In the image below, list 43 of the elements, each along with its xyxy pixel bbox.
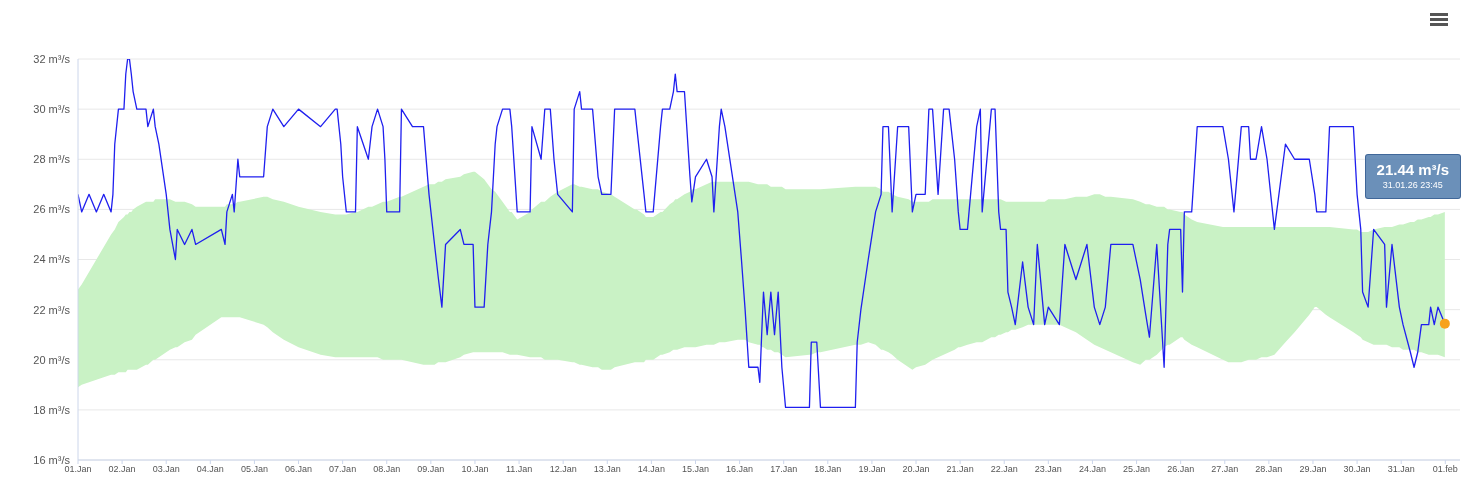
y-tick-label: 22 m³/s bbox=[33, 303, 71, 316]
x-tick-label: 08.Jan bbox=[373, 464, 401, 475]
y-tick-label: 16 m³/s bbox=[33, 453, 71, 466]
x-tick-label: 15.Jan bbox=[681, 464, 710, 475]
x-tick-label: 26.Jan bbox=[1167, 464, 1195, 475]
y-tick-label: 24 m³/s bbox=[33, 253, 71, 266]
x-tick-label: 18.Jan bbox=[814, 464, 842, 475]
y-tick-label: 18 m³/s bbox=[33, 403, 71, 416]
x-tick-label: 20.Jan bbox=[902, 464, 930, 475]
annotation: 21.44 m³/s bbox=[1375, 160, 1451, 178]
x-tick-label: 09.Jan bbox=[417, 464, 445, 475]
y-tick-label: 32 m³/s bbox=[33, 52, 71, 65]
y-tick-label: 26 m³/s bbox=[33, 203, 71, 216]
x-tick-label: 31.Jan bbox=[1387, 464, 1415, 475]
x-tick-label: 17.Jan bbox=[770, 464, 798, 475]
x-tick-label: 01.Jan bbox=[64, 464, 92, 475]
x-tick-label: 22.Jan bbox=[990, 464, 1018, 475]
x-tick-label: 29.Jan bbox=[1299, 464, 1327, 475]
x-tick-label: 23.Jan bbox=[1034, 464, 1062, 475]
x-tick-label: 19.Jan bbox=[858, 464, 886, 475]
x-tick-label: 28.Jan bbox=[1255, 464, 1283, 475]
x-tick-label: 12.Jan bbox=[549, 464, 577, 475]
y-tick-label: 30 m³/s bbox=[33, 103, 71, 116]
x-tick-label: 01.feb bbox=[1432, 464, 1458, 475]
x-tick-label: 05.Jan bbox=[240, 464, 268, 475]
x-tick-label: 06.Jan bbox=[285, 464, 313, 475]
x-tick-label: 30.Jan bbox=[1343, 464, 1371, 475]
x-tick-label: 07.Jan bbox=[329, 464, 357, 475]
y-tick-label: 28 m³/s bbox=[33, 153, 71, 166]
x-tick-label: 25.Jan bbox=[1123, 464, 1151, 475]
annotation: 31.01.26 23:45 bbox=[1381, 179, 1444, 190]
x-tick-label: 10.Jan bbox=[461, 464, 489, 475]
y-tick-label: 20 m³/s bbox=[33, 353, 71, 366]
x-tick-label: 16.Jan bbox=[726, 464, 754, 475]
x-tick-label: 13.Jan bbox=[593, 464, 621, 475]
x-tick-label: 02.Jan bbox=[108, 464, 136, 475]
x-tick-label: 24.Jan bbox=[1078, 464, 1106, 475]
x-tick-label: 04.Jan bbox=[196, 464, 224, 475]
x-tick-label: 21.Jan bbox=[946, 464, 974, 475]
x-tick-label: 03.Jan bbox=[152, 464, 180, 475]
x-tick-label: 11.Jan bbox=[505, 464, 533, 475]
x-tick-label: 27.Jan bbox=[1211, 464, 1239, 475]
x-tick-label: 14.Jan bbox=[637, 464, 665, 475]
